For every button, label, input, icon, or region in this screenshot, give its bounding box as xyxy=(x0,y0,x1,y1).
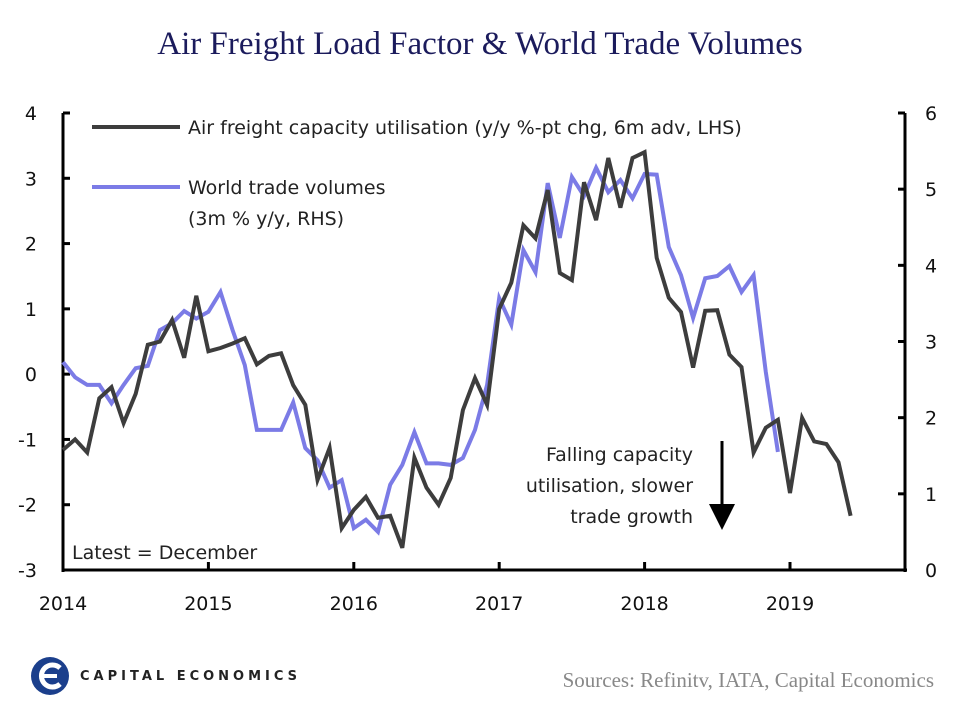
left-tick-label: -1 xyxy=(18,429,37,451)
annotation-line-3: trade growth xyxy=(570,506,693,528)
right-tick-label: 3 xyxy=(925,332,937,354)
left-tick-label: 1 xyxy=(25,299,37,321)
logo-icon xyxy=(31,657,69,695)
x-tick-label: 2017 xyxy=(475,593,523,615)
legend-label-world-trade-2: (3m % y/y, RHS) xyxy=(188,208,344,230)
logo-text: CAPITAL ECONOMICS xyxy=(80,668,302,684)
left-tick-label: 3 xyxy=(25,168,37,190)
left-tick-label: 0 xyxy=(25,364,37,386)
x-tick-label: 2016 xyxy=(330,593,378,615)
right-tick-label: 5 xyxy=(925,179,937,201)
x-tick-label: 2014 xyxy=(39,593,87,615)
x-tick-label: 2015 xyxy=(184,593,232,615)
series-line-world-trade xyxy=(61,163,780,536)
left-tick-label: 4 xyxy=(25,103,37,125)
left-tick-label: -3 xyxy=(18,560,37,582)
left-tick-label: 2 xyxy=(25,234,37,256)
legend-label-world-trade-1: World trade volumes xyxy=(188,177,385,199)
source-note: Sources: Refinitv, IATA, Capital Economi… xyxy=(562,668,934,692)
right-tick-label: 2 xyxy=(925,408,937,430)
legend-label-air-freight: Air freight capacity utilisation (y/y %-… xyxy=(188,117,742,139)
right-tick-label: 0 xyxy=(925,560,937,582)
right-tick-label: 1 xyxy=(925,484,937,506)
x-tick-label: 2018 xyxy=(620,593,668,615)
annotation-line-2: utilisation, slower xyxy=(526,475,693,497)
series-line-air-freight xyxy=(61,149,853,549)
right-tick-label: 4 xyxy=(925,255,937,277)
annotation-line-1: Falling capacity xyxy=(546,444,693,466)
left-tick-label: -2 xyxy=(18,495,37,517)
chart-title: Air Freight Load Factor & World Trade Vo… xyxy=(157,26,803,62)
capital-economics-logo: CAPITAL ECONOMICS xyxy=(30,656,301,696)
right-tick-label: 6 xyxy=(925,103,937,125)
down-arrow-icon xyxy=(709,504,735,530)
annotation-latest: Latest = December xyxy=(72,542,257,564)
x-tick-label: 2019 xyxy=(766,593,814,615)
